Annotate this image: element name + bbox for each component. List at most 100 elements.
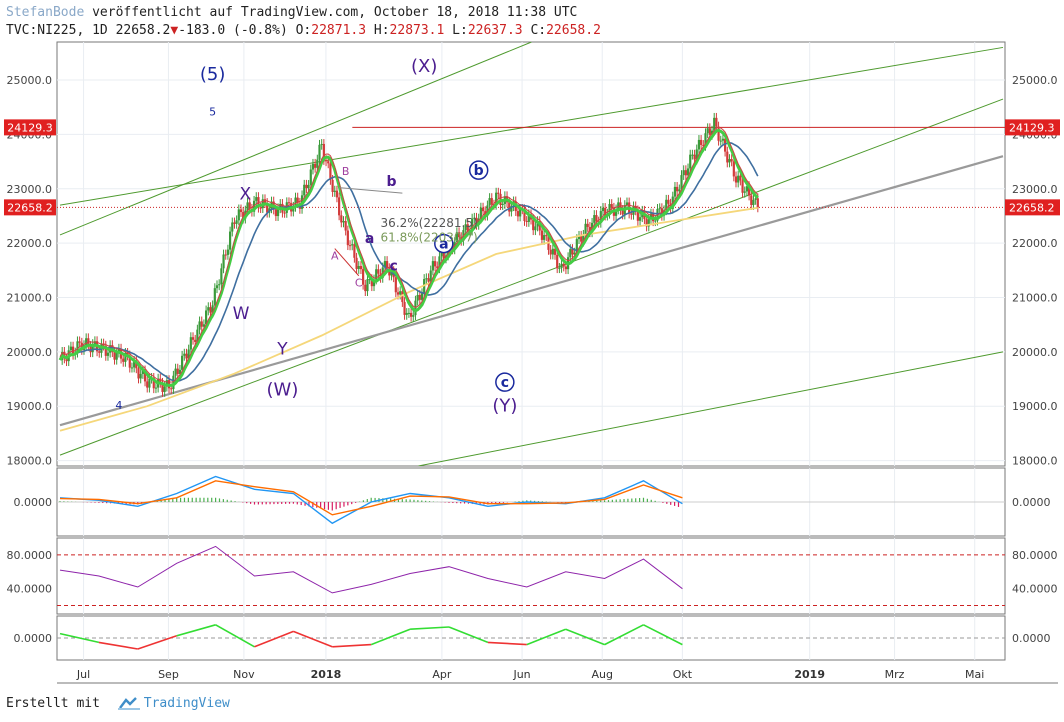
candle-body	[497, 192, 500, 194]
abc-label: A	[331, 249, 339, 262]
circled-wave-label: b	[474, 163, 484, 179]
candle-body	[287, 202, 291, 204]
candle-body	[364, 284, 367, 292]
channel-line-bottom	[418, 351, 1004, 466]
last-price: 22658.2	[115, 23, 171, 38]
author-name[interactable]: StefanBode	[6, 5, 85, 20]
candle-body	[220, 268, 223, 285]
candle-body	[152, 377, 155, 389]
candle-body	[754, 198, 757, 200]
candle-body	[595, 215, 598, 222]
y-tick-label-left: 20000.0	[7, 346, 53, 359]
candle-body	[71, 346, 75, 355]
candle-body	[133, 360, 136, 368]
candle-body	[78, 341, 81, 343]
candle-body	[318, 144, 321, 160]
candle-body	[207, 307, 210, 311]
open-label: O:	[295, 23, 312, 38]
pane-frame-rsi	[56, 537, 1006, 615]
candle-body	[617, 202, 620, 210]
circled-wave-marker	[495, 372, 515, 392]
candle-body	[412, 315, 415, 317]
price-tag-left-label: 24129.3	[7, 121, 53, 134]
candle-body	[658, 208, 661, 210]
x-tick-label: 2019	[794, 668, 825, 681]
candle-body	[726, 151, 729, 163]
candle-body	[390, 271, 393, 276]
x-tick-label: Mrz	[885, 668, 905, 681]
candle-body	[115, 352, 118, 360]
candle-body	[276, 208, 280, 217]
candle-body	[69, 346, 73, 351]
candle-body	[614, 209, 618, 216]
candle-body	[686, 168, 690, 176]
price-tag-right	[1005, 119, 1060, 136]
candle-body	[732, 161, 735, 177]
osc-segment	[176, 624, 216, 637]
candle-body	[543, 235, 546, 240]
candle-body	[638, 217, 642, 221]
candle-body	[63, 351, 66, 359]
candle-body	[695, 149, 698, 160]
made-with-label: Erstellt mit	[6, 696, 100, 711]
candle-body	[222, 254, 225, 269]
y-tick-label-left: 18000.0	[7, 455, 53, 468]
price-tag-right-label: 22658.2	[1009, 201, 1055, 214]
candle-body	[104, 345, 107, 356]
price-tag-left	[4, 199, 56, 216]
candle-body	[122, 358, 125, 362]
x-tick-label: Jun	[512, 668, 530, 681]
rsi-line	[59, 545, 683, 594]
candle-body	[351, 244, 354, 246]
candle-body	[172, 375, 175, 390]
candle-body	[396, 292, 400, 295]
candle-body	[143, 370, 147, 382]
candle-body	[409, 312, 413, 317]
candle-body	[719, 140, 722, 142]
price-tag-left-label: 22658.2	[7, 201, 53, 214]
y-tick-label-right: 20000.0	[1012, 346, 1058, 359]
candle-body	[706, 128, 709, 134]
candle-body	[407, 312, 411, 314]
price-tag-left	[4, 119, 56, 136]
candle-body	[224, 254, 227, 256]
ma50-line	[59, 141, 759, 382]
candle-body	[601, 207, 605, 212]
candle-body	[682, 170, 685, 176]
candle-body	[420, 293, 424, 300]
price-tag-right	[1005, 199, 1060, 216]
candle-body	[331, 179, 334, 192]
candle-body	[676, 186, 679, 192]
candle-body	[689, 154, 692, 169]
y-tick-label-right: 19000.0	[1012, 400, 1058, 413]
candle-body	[135, 360, 138, 369]
osc-segment	[565, 628, 605, 646]
osc-segment	[604, 624, 644, 646]
candle-body	[183, 353, 186, 356]
published-text: veröffentlicht auf TradingView.com, Octo…	[92, 5, 578, 20]
candle-body	[130, 367, 134, 369]
candle-body	[394, 277, 397, 293]
candle-body	[564, 266, 568, 270]
osc-segment	[448, 626, 489, 644]
candle-body	[523, 209, 526, 221]
fib-label: 36.2%(22281.5)	[381, 216, 478, 230]
candle-body	[324, 159, 328, 162]
candle-body	[200, 321, 203, 327]
candle-body	[721, 138, 725, 141]
candle-body	[305, 184, 308, 189]
candle-body	[741, 180, 744, 193]
y-tick-label-left: 25000.0	[7, 74, 53, 87]
price-tag-right-label: 24129.3	[1009, 121, 1055, 134]
candle-body	[296, 197, 299, 203]
candle-body	[440, 251, 443, 257]
close-value: 22658.2	[546, 23, 601, 38]
wave-label-major: (W)	[267, 379, 299, 400]
candle-body	[89, 346, 92, 353]
candle-body	[401, 291, 404, 303]
candle-body	[316, 159, 319, 168]
candle-body	[279, 203, 282, 209]
tradingview-brand[interactable]: TradingView	[143, 696, 230, 711]
osc-segment	[254, 630, 294, 648]
